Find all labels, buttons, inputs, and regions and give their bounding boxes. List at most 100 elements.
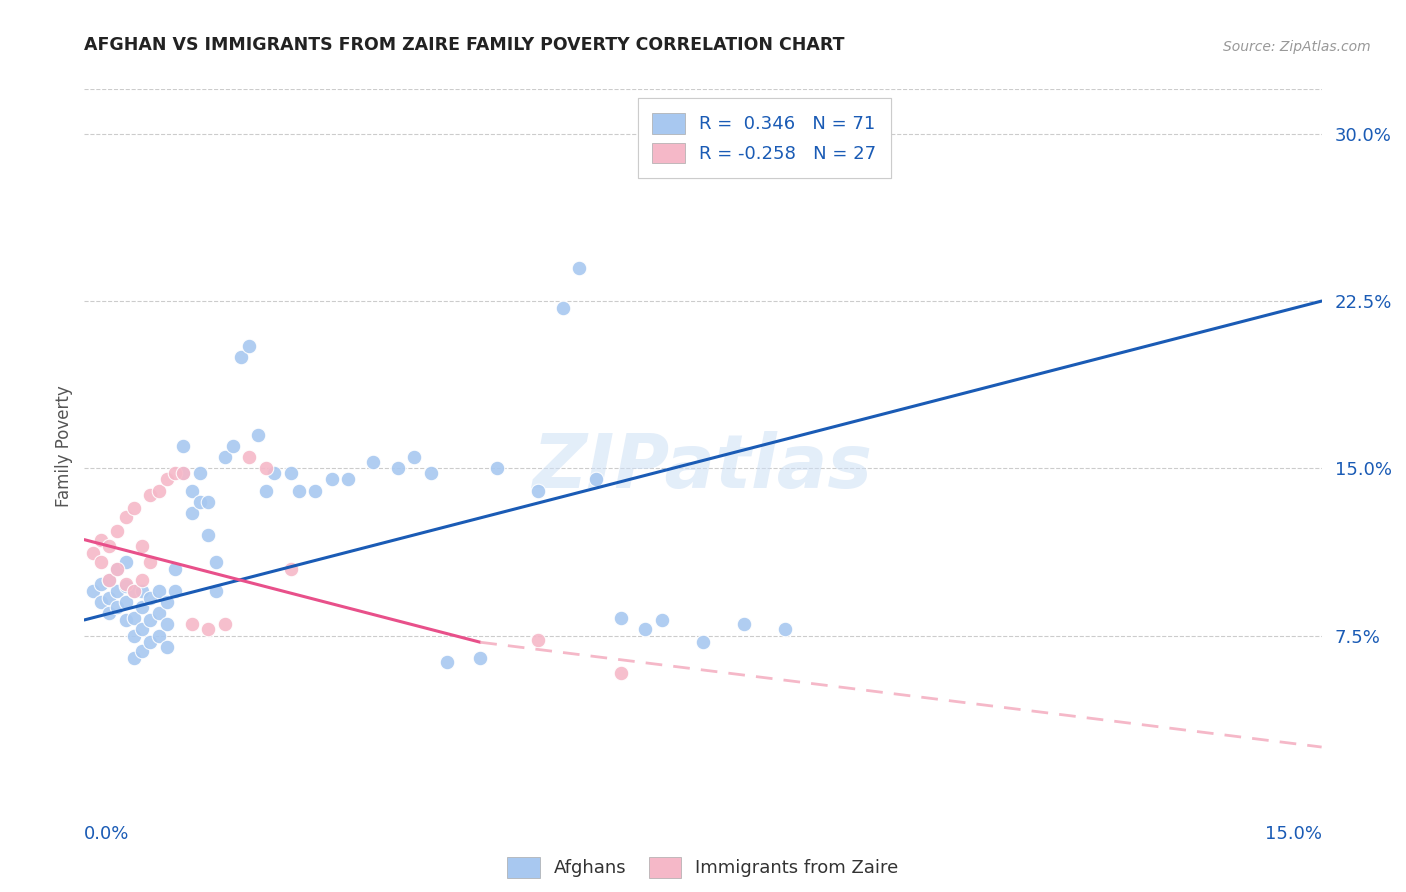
Point (485, 461, 508, 475)
Point (105, 599, 128, 614)
Text: AFGHAN VS IMMIGRANTS FROM ZAIRE FAMILY POVERTY CORRELATION CHART: AFGHAN VS IMMIGRANTS FROM ZAIRE FAMILY P… (84, 36, 845, 54)
Point (634, 622, 657, 636)
Point (165, 466, 187, 480)
Point (105, 562, 128, 576)
Point (238, 338, 260, 352)
Point (148, 583, 170, 598)
Point (156, 640, 179, 654)
Point (172, 439, 194, 453)
Point (361, 455, 384, 469)
Point (775, 622, 797, 636)
Point (122, 501, 145, 516)
Y-axis label: Family Poverty: Family Poverty (55, 385, 73, 507)
Point (527, 483, 550, 498)
Point (229, 350, 252, 364)
Text: ZIPatlas: ZIPatlas (533, 431, 873, 504)
Point (288, 483, 311, 498)
Point (609, 610, 631, 624)
Point (263, 466, 285, 480)
Point (131, 644, 153, 658)
Point (180, 617, 202, 632)
Point (114, 510, 136, 524)
Point (114, 613, 136, 627)
Point (139, 591, 162, 605)
Point (90, 555, 112, 569)
Point (156, 473, 179, 487)
Point (90, 577, 112, 591)
Point (98, 607, 121, 621)
Point (139, 488, 162, 502)
Point (337, 473, 360, 487)
Point (139, 635, 162, 649)
Point (197, 622, 219, 636)
Point (246, 427, 269, 442)
Point (165, 583, 187, 598)
Point (148, 607, 170, 621)
Point (82, 583, 104, 598)
Point (131, 583, 153, 598)
Point (122, 583, 145, 598)
Point (122, 651, 145, 665)
Point (609, 666, 631, 681)
Point (139, 555, 162, 569)
Point (114, 577, 136, 591)
Point (205, 555, 228, 569)
Point (238, 450, 260, 465)
Point (131, 539, 153, 553)
Point (205, 583, 228, 598)
Point (692, 635, 714, 649)
Point (98, 539, 121, 553)
Point (122, 583, 145, 598)
Point (180, 483, 202, 498)
Legend: R =  0.346   N = 71, R = -0.258   N = 27: R = 0.346 N = 71, R = -0.258 N = 27 (638, 98, 891, 178)
Point (585, 473, 607, 487)
Point (568, 260, 591, 275)
Point (172, 466, 194, 480)
Point (321, 473, 343, 487)
Text: 0.0%: 0.0% (84, 825, 129, 843)
Point (114, 580, 136, 594)
Point (148, 628, 170, 642)
Point (105, 562, 128, 576)
Point (214, 617, 236, 632)
Point (148, 483, 170, 498)
Point (404, 450, 426, 465)
Point (131, 599, 153, 614)
Point (387, 461, 409, 475)
Point (651, 613, 673, 627)
Point (98, 591, 121, 605)
Point (156, 617, 179, 632)
Point (82, 546, 104, 560)
Point (214, 450, 236, 465)
Point (470, 651, 492, 665)
Point (280, 466, 302, 480)
Point (131, 573, 153, 587)
Text: 15.0%: 15.0% (1264, 825, 1322, 843)
Point (172, 466, 194, 480)
Point (280, 562, 302, 576)
Point (551, 301, 574, 315)
Point (197, 528, 219, 542)
Point (188, 494, 211, 508)
Point (105, 524, 128, 538)
Point (122, 610, 145, 624)
Point (436, 655, 458, 669)
Point (254, 461, 277, 475)
Point (197, 494, 219, 508)
Point (527, 633, 550, 648)
Point (733, 617, 755, 632)
Point (419, 466, 441, 480)
Point (304, 483, 326, 498)
Point (114, 595, 136, 609)
Point (105, 583, 128, 598)
Point (180, 506, 202, 520)
Point (188, 466, 211, 480)
Point (139, 613, 162, 627)
Point (165, 562, 187, 576)
Point (122, 628, 145, 642)
Point (98, 573, 121, 587)
Text: Source: ZipAtlas.com: Source: ZipAtlas.com (1223, 40, 1371, 54)
Point (114, 555, 136, 569)
Point (98, 573, 121, 587)
Point (131, 622, 153, 636)
